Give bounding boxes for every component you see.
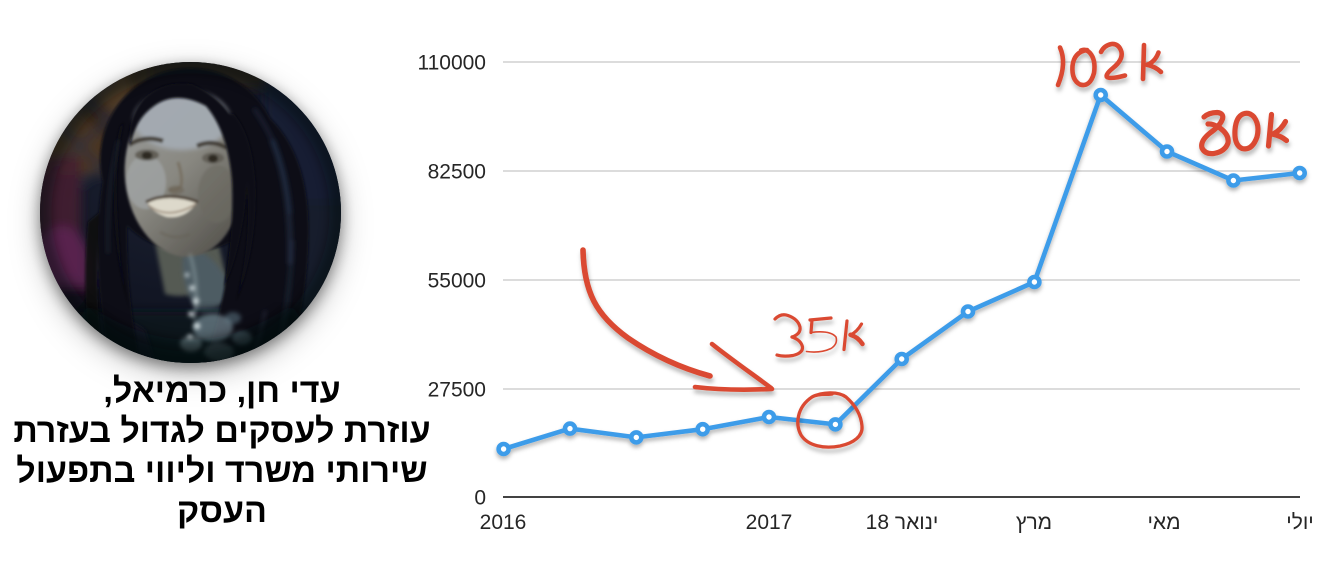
svg-text:27500: 27500 (428, 379, 486, 402)
svg-text:82500: 82500 (428, 161, 486, 184)
svg-text:55000: 55000 (428, 270, 486, 293)
svg-text:0: 0 (474, 487, 486, 510)
svg-text:110000: 110000 (417, 52, 486, 75)
svg-text:ינואר 18: ינואר 18 (866, 511, 939, 534)
svg-text:יולי: יולי (1286, 511, 1314, 534)
svg-text:2016: 2016 (480, 511, 527, 534)
svg-text:מרץ: מרץ (1016, 511, 1052, 534)
svg-text:מאי: מאי (1147, 511, 1180, 534)
svg-text:2017: 2017 (746, 511, 793, 534)
